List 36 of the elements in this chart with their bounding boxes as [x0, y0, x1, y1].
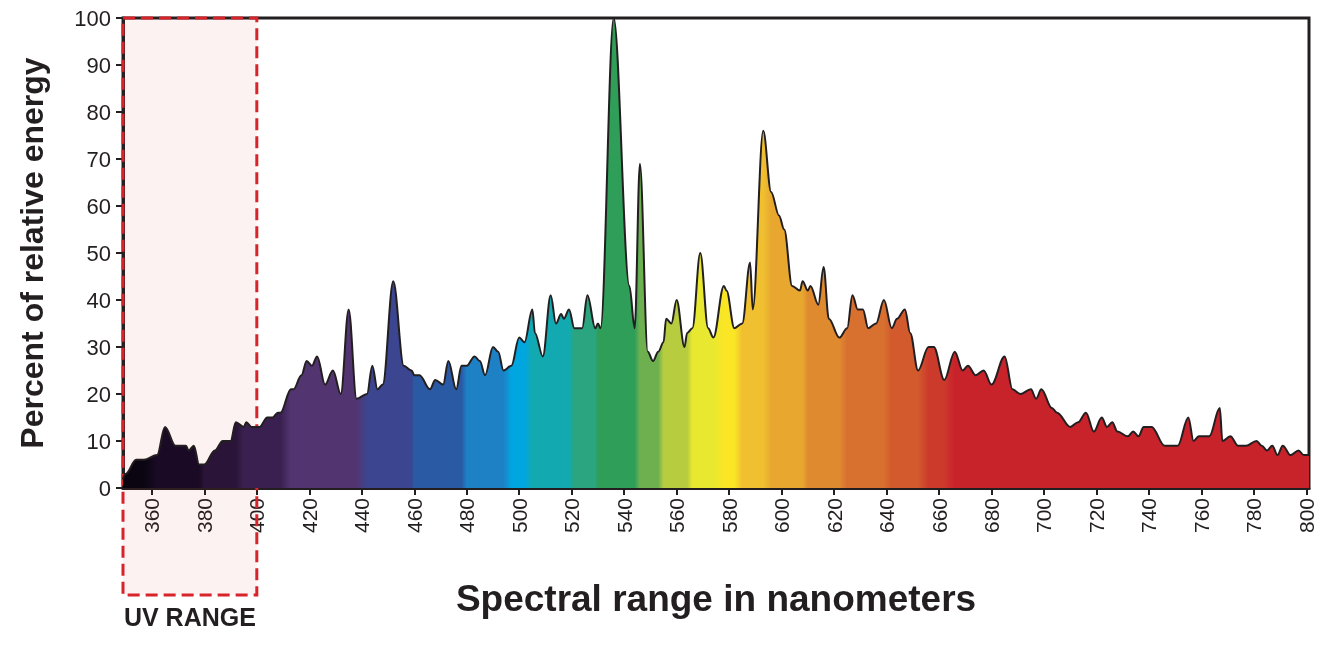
x-tick-label: 760 — [1189, 498, 1213, 534]
x-tick-label: 500 — [507, 498, 531, 534]
x-tick-label: 580 — [717, 498, 741, 534]
x-tick-label: 660 — [927, 498, 951, 534]
x-tick-label: 520 — [560, 498, 584, 534]
y-axis-title: Percent of relative energy — [14, 57, 50, 449]
x-axis-title: Spectral range in nanometers — [455, 578, 977, 619]
x-tick-label: 720 — [1084, 498, 1108, 534]
x-tick-label: 440 — [350, 498, 374, 534]
y-tick-label: 10 — [86, 428, 111, 454]
x-tick-label: 420 — [297, 498, 321, 534]
y-tick-label: 30 — [86, 334, 111, 360]
y-tick-label: 0 — [98, 475, 111, 501]
y-tick-label: 20 — [86, 381, 111, 407]
x-tick-label: 780 — [1242, 498, 1266, 534]
x-tick-label: 380 — [192, 498, 216, 534]
x-tick-label: 480 — [455, 498, 479, 534]
x-tick-label: 740 — [1137, 498, 1161, 534]
y-tick-label: 90 — [86, 52, 111, 78]
x-tick-label: 640 — [875, 498, 899, 534]
x-tick-label: 360 — [140, 498, 164, 534]
x-tick-label: 600 — [770, 498, 794, 534]
x-tick-label: 800 — [1294, 498, 1318, 534]
x-tick-label: 700 — [1032, 498, 1056, 534]
y-tick-label: 100 — [74, 5, 111, 31]
y-tick-label: 70 — [86, 146, 111, 172]
band-label: UV RANGE — [123, 603, 256, 631]
x-tick-label: 560 — [665, 498, 689, 534]
x-tick-label: 460 — [402, 498, 426, 534]
x-tick-label: 680 — [980, 498, 1004, 534]
y-tick-label: 40 — [86, 287, 111, 313]
y-tick-label: 50 — [86, 240, 111, 266]
y-tick-label: 60 — [86, 193, 111, 219]
y-tick-label: 80 — [86, 99, 111, 125]
x-tick-label: 540 — [612, 498, 636, 534]
x-tick-label: 620 — [822, 498, 846, 534]
